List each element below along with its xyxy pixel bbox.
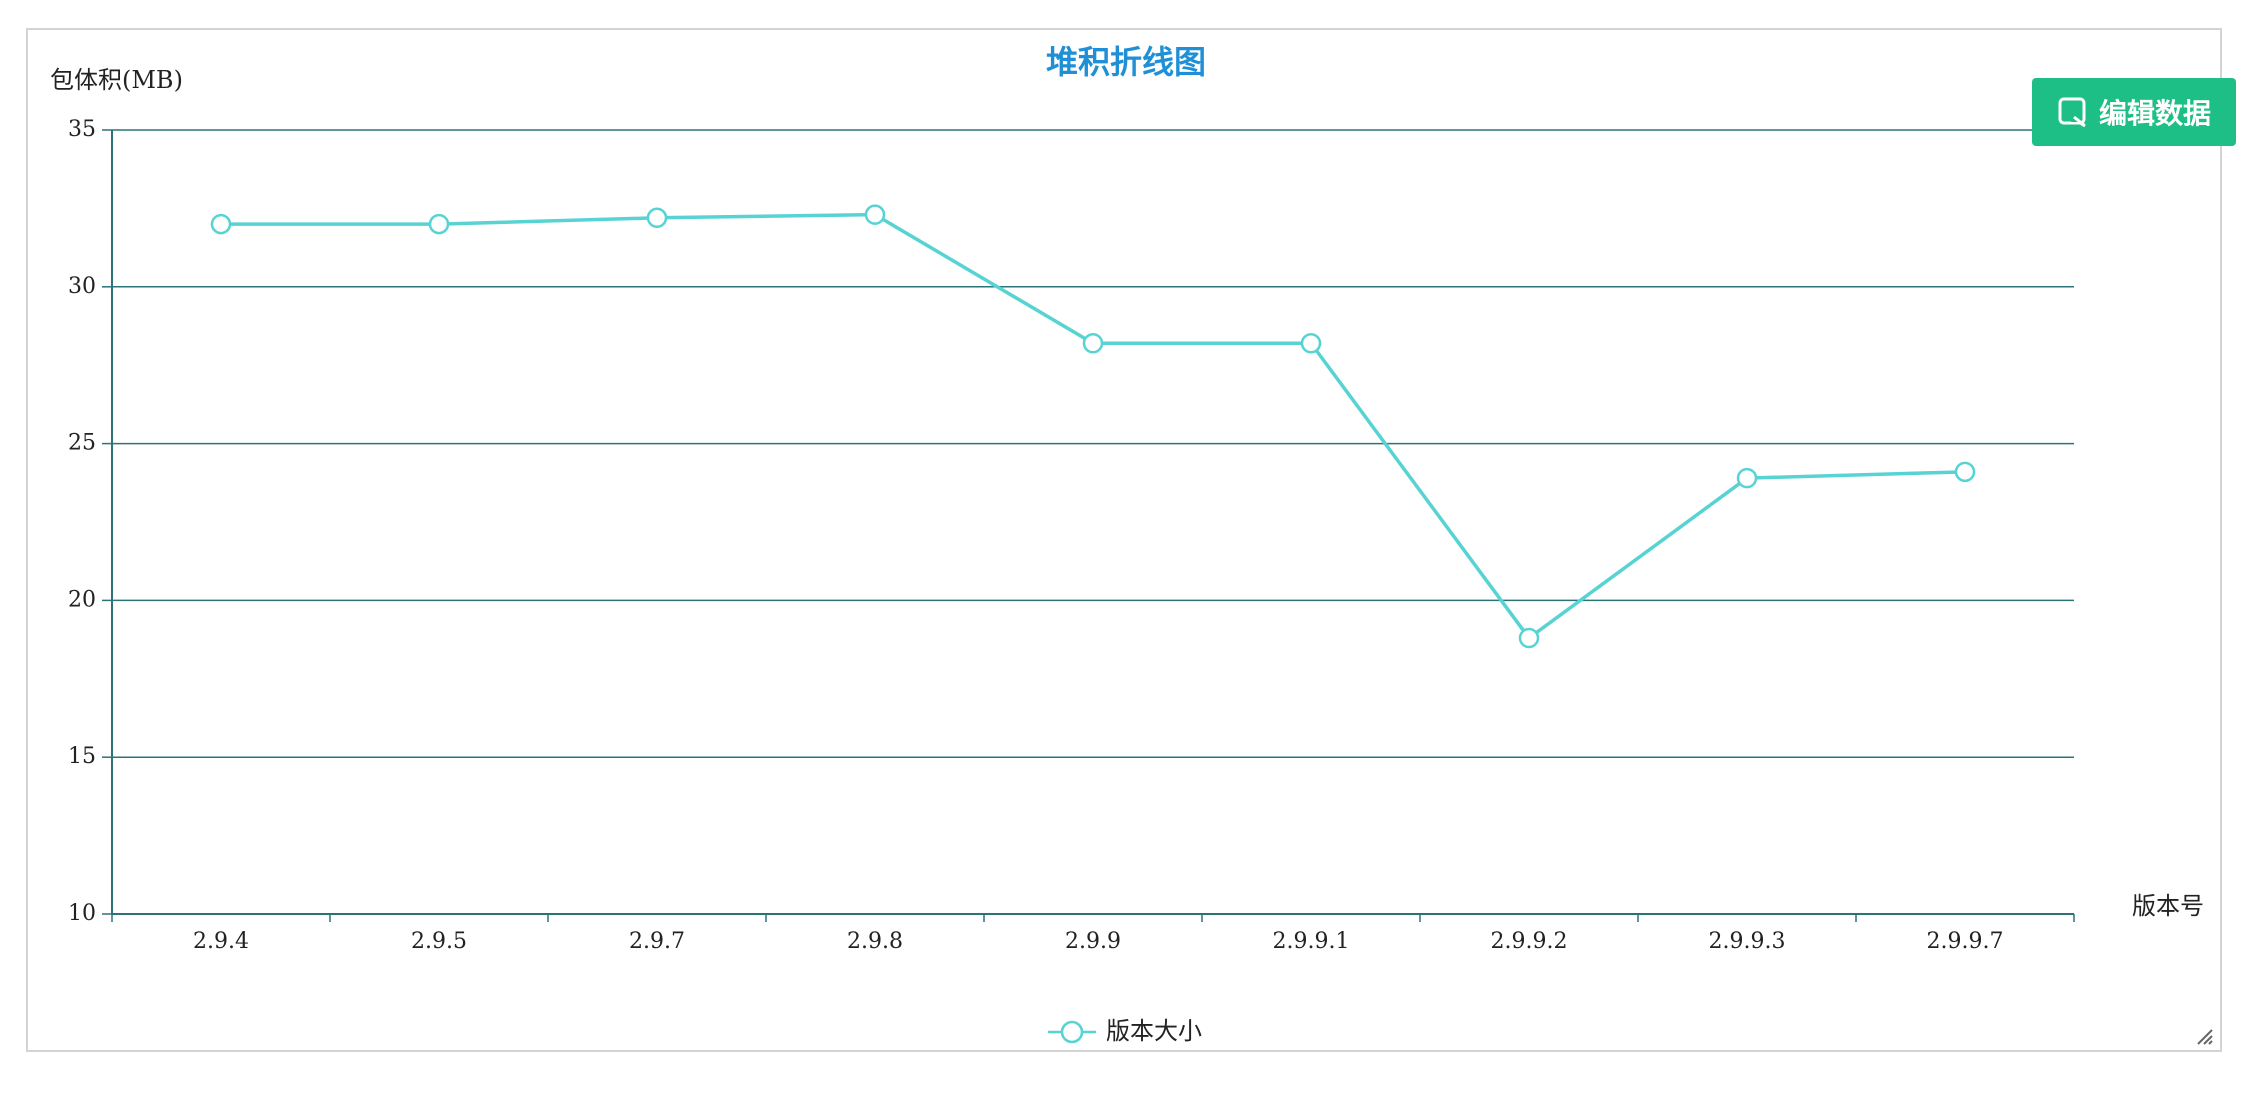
y-tick-label: 10 (68, 901, 96, 926)
legend-marker (1060, 1020, 1084, 1044)
legend[interactable]: 版本大小 (1048, 1017, 1202, 1045)
x-tick-label: 2.9.9.1 (1273, 929, 1350, 954)
x-tick-label: 2.9.9.3 (1709, 929, 1786, 954)
line-chart: 堆积折线图 包体积(MB) 版本号 10 15 20 25 30 35 2.9.4 2.9.5… (50, 43, 2213, 1045)
data-point[interactable] (1300, 332, 1322, 354)
x-tick-label: 2.9.4 (193, 929, 249, 954)
edit-note-icon (2057, 96, 2089, 128)
series-group (210, 204, 1976, 649)
resize-handle-icon[interactable] (2197, 1029, 2213, 1045)
data-point[interactable] (210, 213, 232, 235)
data-point[interactable] (864, 204, 886, 225)
edit-data-button[interactable]: 编辑数据 (2032, 78, 2236, 146)
chart-panel: 堆积折线图 包体积(MB) 版本号 10 15 20 25 30 35 2.9.4 2.9.5… (26, 28, 2236, 1052)
grid-lines (112, 129, 2074, 758)
data-point[interactable] (1736, 467, 1758, 489)
edit-data-label: 编辑数据 (2098, 97, 2211, 130)
x-tick-label: 2.9.8 (847, 929, 903, 954)
y-tick-label: 25 (68, 431, 96, 456)
tick-labels: 10 15 20 25 30 35 2.9.4 2.9.5 2.9.7 2.9.8 2.9.9 2.9… (68, 117, 2003, 954)
y-tick-label: 30 (68, 274, 96, 299)
x-tick-label: 2.9.7 (629, 929, 685, 954)
y-tick-label: 35 (68, 117, 96, 142)
legend-label: 版本大小 (1106, 1017, 1202, 1045)
data-point[interactable] (1518, 627, 1540, 649)
chart-title: 堆积折线图 (1046, 43, 1206, 81)
series-line (221, 212, 1966, 640)
data-point[interactable] (1954, 461, 1976, 483)
x-tick-label: 2.9.9.2 (1491, 929, 1568, 954)
data-point[interactable] (428, 213, 450, 235)
data-point[interactable] (646, 207, 668, 229)
data-point[interactable] (1082, 332, 1104, 354)
y-tick-label: 15 (68, 744, 96, 769)
x-tick-label: 2.9.9 (1065, 929, 1121, 954)
y-tick-label: 20 (68, 587, 96, 612)
y-axis-label: 包体积(MB) (50, 66, 183, 94)
x-tick-label: 2.9.5 (411, 929, 467, 954)
x-axis-label: 版本号 (2132, 892, 2204, 920)
axes (102, 129, 2075, 922)
legend-item[interactable]: 版本大小 (1048, 1017, 1202, 1045)
x-tick-label: 2.9.9.7 (1927, 929, 2004, 954)
